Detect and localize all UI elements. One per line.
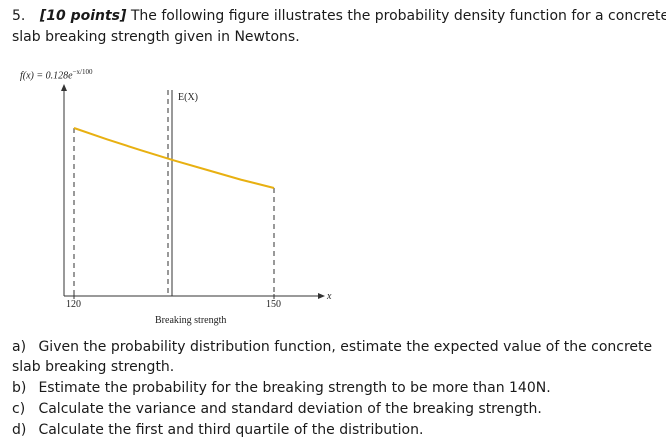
- part-c: c) Calculate the variance and standard d…: [12, 399, 542, 419]
- part-a-letter: a): [12, 339, 27, 355]
- question-text-1: The following figure illustrates the pro…: [130, 8, 666, 24]
- part-b-text: Estimate the probability for the breakin…: [38, 380, 551, 396]
- part-b: b) Estimate the probability for the brea…: [12, 378, 551, 398]
- expected-value-label: E(X): [178, 92, 198, 103]
- pdf-curve: [73, 127, 275, 189]
- part-a-text-1: Given the probability distribution funct…: [38, 339, 653, 355]
- part-b-letter: b): [12, 380, 27, 396]
- part-c-text: Calculate the variance and standard devi…: [38, 401, 542, 417]
- part-d-text: Calculate the first and third quartile o…: [38, 422, 424, 438]
- part-a: a) Given the probability distribution fu…: [12, 337, 652, 357]
- question-number: 5.: [12, 8, 26, 24]
- part-a-continued: slab breaking strength.: [12, 357, 174, 377]
- question-line-2: slab breaking strength given in Newtons.: [12, 27, 300, 47]
- question-text-2: slab breaking strength given in Newtons.: [12, 29, 300, 45]
- question-line-1: 5. [10 points] The following figure illu…: [12, 6, 666, 26]
- part-c-letter: c): [12, 401, 26, 417]
- part-d-letter: d): [12, 422, 27, 438]
- pdf-formula: f(x) = 0.128e−x/100: [20, 68, 93, 82]
- question-points: [10 points]: [39, 8, 127, 24]
- x-axis-symbol: x: [327, 291, 332, 302]
- x-axis-arrow: [318, 293, 325, 299]
- pdf-plot: [61, 84, 325, 299]
- tick-label-120: 120: [66, 299, 81, 310]
- pdf-figure: f(x) = 0.128e−x/100 E(X) x 120 150 Break…: [0, 60, 360, 330]
- part-a-text-2: slab breaking strength.: [12, 359, 175, 375]
- part-d: d) Calculate the first and third quartil…: [12, 420, 423, 440]
- tick-label-150: 150: [266, 299, 281, 310]
- x-axis-label: Breaking strength: [155, 315, 227, 326]
- y-axis-arrow: [61, 84, 67, 91]
